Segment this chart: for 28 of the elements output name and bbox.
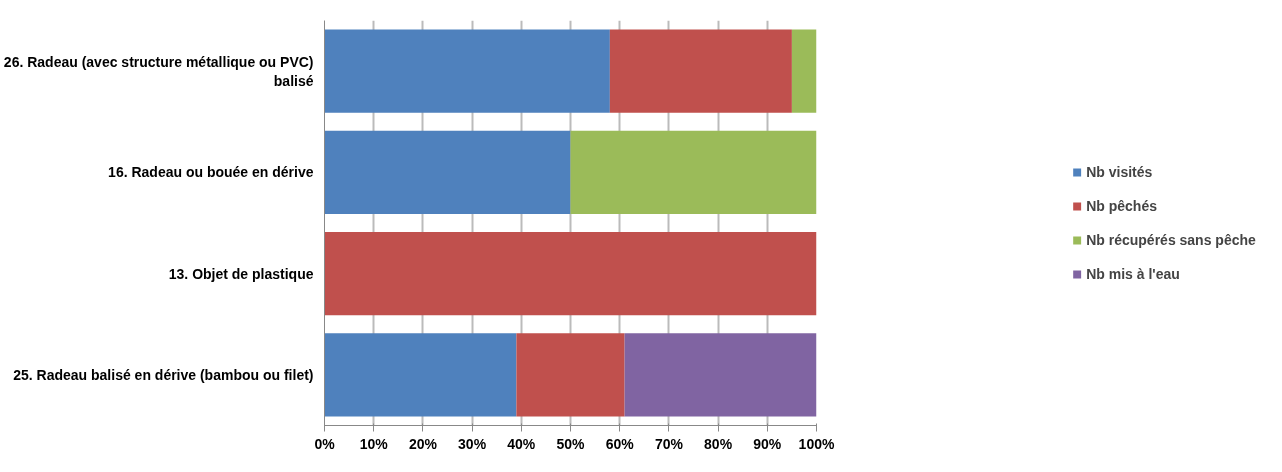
bar: [791, 29, 817, 113]
x-tick-label: 80%: [704, 435, 733, 452]
x-tick-label: 70%: [654, 435, 684, 452]
bar: [609, 29, 792, 113]
bar: [516, 333, 625, 417]
bar: [324, 333, 517, 417]
bar: [324, 29, 610, 113]
legend-label: Nb visités: [1086, 163, 1153, 180]
legend-label: Nb mis à l'eau: [1086, 265, 1180, 282]
x-tick-label: 0%: [314, 435, 336, 452]
x-tick-label: 10%: [359, 435, 389, 452]
x-tick-label: 20%: [408, 435, 438, 452]
x-tick-label: 100%: [798, 435, 835, 452]
x-tick-label: 40%: [507, 435, 536, 452]
y-tick-label: 25. Radeau balisé en dérive (bambou ou filet): [13, 366, 314, 383]
x-tick-label: 90%: [753, 435, 782, 452]
bar: [324, 232, 817, 316]
bar: [624, 333, 817, 417]
y-tick-label: 13. Objet de plastique: [168, 265, 314, 282]
x-tick-label: 30%: [458, 435, 487, 452]
y-tick-label: 16. Radeau ou bouée en dérive: [108, 164, 314, 181]
bar: [324, 130, 571, 214]
y-tick-label: 26. Radeau (avec structure métallique ou PVC) balisé: [3, 53, 314, 89]
legend-label: Nb pêchés: [1086, 197, 1157, 214]
legend-label: Nb récupérés sans pêche: [1086, 231, 1256, 248]
x-tick-label: 50%: [556, 435, 586, 452]
x-tick-label: 60%: [605, 435, 635, 452]
bar: [570, 130, 817, 214]
